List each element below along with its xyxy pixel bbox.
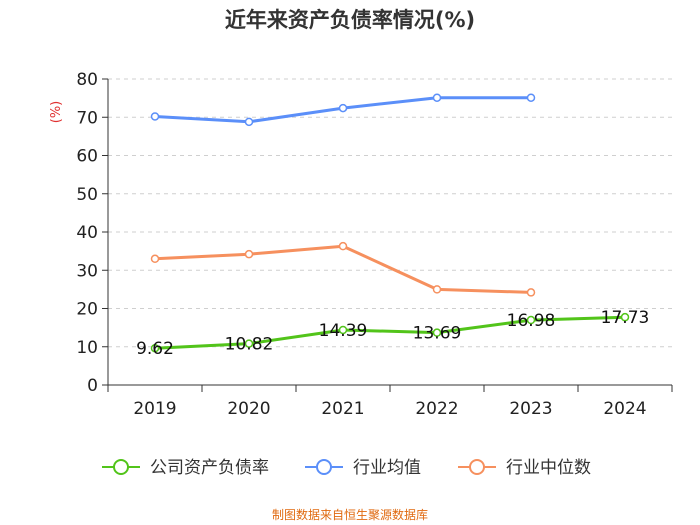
y-tick-label-0: 0	[87, 376, 98, 396]
legend-label: 行业中位数	[506, 458, 591, 478]
legend-marker-icon	[316, 459, 332, 475]
y-tick-label-20: 20	[76, 300, 98, 320]
y-tick-label-60: 60	[76, 147, 98, 167]
series-line-0	[153, 315, 627, 350]
series-group	[150, 93, 630, 353]
source-note: 制图数据来自恒生聚源数据库	[271, 508, 428, 522]
axes: 0 10 20 30 40 50 60 70 80 2019 2020 2021 2022 2023 202…	[76, 70, 673, 419]
data-point-s1-2023	[526, 93, 536, 102]
chart-title: 近年来资产负债率情况(%)	[224, 8, 476, 32]
legend-marker-icon	[113, 459, 129, 475]
legend-item-2[interactable]: 行业中位数	[458, 458, 591, 478]
y-tick-label-10: 10	[76, 338, 98, 358]
x-tick-label-2023: 2023	[509, 399, 552, 419]
data-labels: 9.62 10.82 14.39 13.69 16.98 17.73	[136, 308, 649, 359]
data-point-s2-2023	[526, 288, 536, 297]
legend-label: 行业均值	[353, 458, 421, 478]
legend-marker-icon	[469, 459, 485, 475]
data-point-s0-2019	[150, 343, 160, 353]
data-point-s1-2022	[432, 93, 442, 102]
x-tick-label-2019: 2019	[133, 399, 176, 419]
data-label-2024: 17.73	[601, 308, 650, 328]
legend-item-1[interactable]: 行业均值	[305, 458, 421, 478]
legend[interactable]: 公司资产负债率 行业均值 行业中位数	[102, 458, 591, 478]
data-point-s0-2023	[526, 315, 536, 325]
x-tick-label-2021: 2021	[321, 399, 364, 419]
x-tick-label-2022: 2022	[415, 399, 458, 419]
grid-lines	[108, 78, 672, 348]
data-point-s1-2019	[150, 112, 160, 121]
data-point-s2-2020	[244, 249, 254, 259]
y-tick-label-40: 40	[76, 223, 98, 243]
data-point-s1-2021	[338, 103, 348, 113]
y-tick-label-80: 80	[76, 70, 98, 90]
data-point-s1-2020	[244, 117, 254, 127]
data-point-s0-2021	[338, 325, 348, 335]
y-tick-label-70: 70	[76, 108, 98, 128]
data-point-s0-2022	[432, 328, 442, 337]
data-label-2021: 14.39	[319, 321, 368, 341]
data-point-s2-2021	[338, 241, 348, 251]
data-point-s0-2020	[244, 339, 254, 348]
data-point-s2-2019	[150, 254, 160, 264]
x-tick-label-2020: 2020	[227, 399, 270, 419]
legend-item-0[interactable]: 公司资产负债率	[102, 458, 269, 478]
data-label-2020: 10.82	[225, 335, 274, 355]
x-tick-label-2024: 2024	[603, 399, 646, 419]
data-label-2019: 9.62	[136, 339, 174, 359]
y-tick-label-30: 30	[76, 261, 98, 281]
data-point-s0-2024	[620, 312, 630, 322]
data-label-2022: 13.69	[413, 324, 462, 344]
series-line-2	[153, 244, 533, 294]
y-tick-label-50: 50	[76, 185, 98, 205]
y-axis-label: (%)	[49, 101, 64, 124]
data-point-s2-2022	[432, 285, 442, 294]
legend-label: 公司资产负债率	[150, 458, 269, 478]
data-label-2023: 16.98	[507, 311, 556, 331]
